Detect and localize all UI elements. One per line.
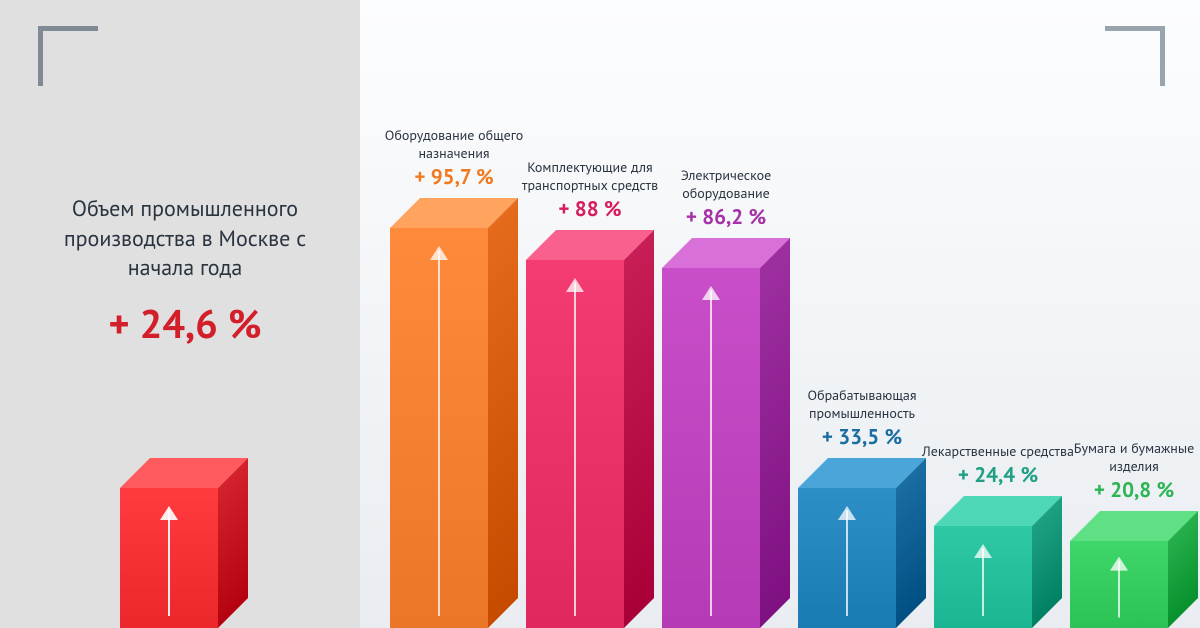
bar-label: Электрическое оборудование <box>646 167 806 202</box>
headline-text: Объем промышленного производства в Москв… <box>40 195 330 284</box>
bar-value: + 20,8 % <box>1054 476 1200 503</box>
bar-label: Обрабатывающая промышленность <box>782 387 942 422</box>
bar-4: + 24,4 %Лекарственные средства <box>934 496 1062 628</box>
bracket-top-left <box>38 26 98 86</box>
bar-label: Оборудование общего назначения <box>374 127 534 162</box>
bar-1: + 88 %Комплектующие для транспортных сре… <box>526 230 654 628</box>
bar-3: + 33,5 %Обрабатывающая промышленность <box>798 458 926 628</box>
bar-5: + 20,8 %Бумага и бумажные изделия <box>1070 511 1198 628</box>
headline-block: Объем промышленного производства в Москв… <box>40 195 330 350</box>
bar-0: + 95,7 %Оборудование общего назначения <box>390 198 518 628</box>
left-panel: Объем промышленного производства в Москв… <box>0 0 360 628</box>
bar-label: Бумага и бумажные изделия <box>1054 440 1200 475</box>
headline-value: + 24,6 % <box>40 298 330 350</box>
chart-area: + 95,7 %Оборудование общего назначения+ … <box>360 0 1200 628</box>
bar-2: + 86,2 %Электрическое оборудование <box>662 238 790 628</box>
bar-value: + 86,2 % <box>646 203 806 230</box>
